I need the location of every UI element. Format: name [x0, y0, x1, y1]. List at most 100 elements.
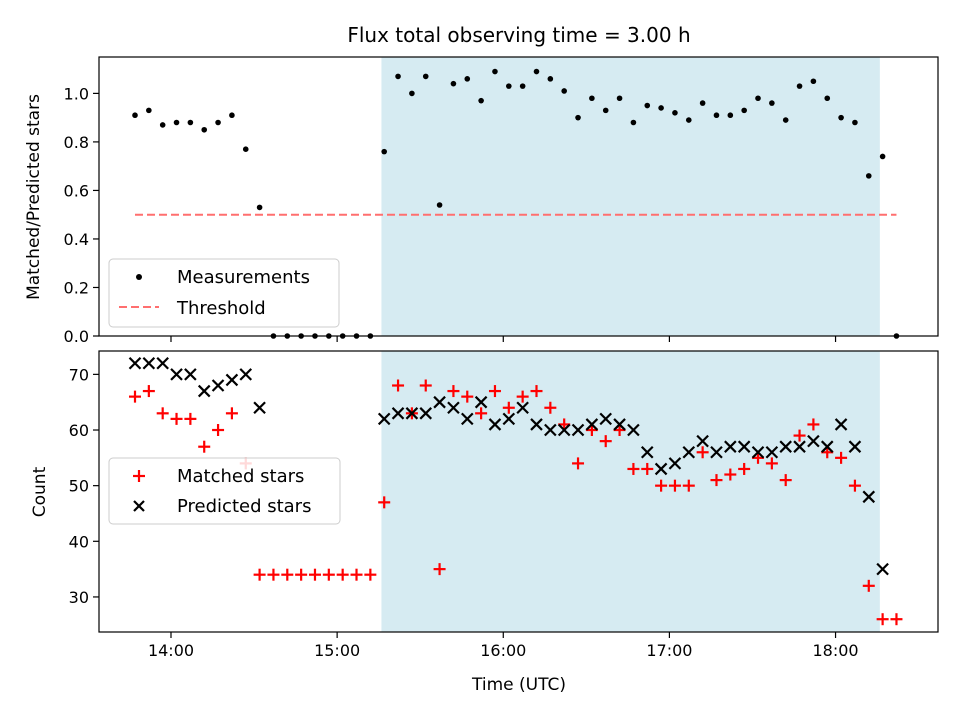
bottom-y-tick-label: 40 [69, 532, 89, 551]
predicted-star-point [184, 368, 197, 381]
predicted-star-point [502, 412, 516, 426]
measurement-point [381, 148, 388, 155]
matched-star-point [558, 418, 571, 431]
predicted-star-point [571, 423, 585, 437]
measurement-point [229, 112, 235, 119]
measurement-point [796, 83, 803, 89]
top-y-axis-label: Matched/Predicted stars [24, 94, 44, 300]
matched-star-point [281, 568, 294, 581]
x-tick-label: 18:00 [812, 641, 858, 660]
predicted-star-point [737, 440, 751, 453]
matched-star-point [890, 613, 903, 626]
matched-star-point [364, 568, 377, 581]
matched-star-point [572, 457, 585, 470]
top-y-tick-label: 0.2 [64, 278, 89, 297]
matched-star-point [668, 479, 681, 492]
predicted-star-point [834, 418, 848, 431]
bottom-legend-box [108, 457, 341, 525]
matched-star-point [142, 385, 155, 398]
measurement-point [215, 119, 221, 126]
matched-star-point [544, 401, 557, 414]
matched-star-point [876, 613, 889, 626]
measurement-point [132, 112, 138, 119]
predicted-stars-legend-marker [133, 500, 145, 512]
bottom-y-tick-label: 60 [69, 421, 89, 440]
top-y-tick-label: 1.0 [64, 84, 89, 103]
x-axis: 14:00 15:00 16:00 17:00 18:00 [148, 632, 859, 660]
matched-star-point [267, 568, 280, 581]
measurement-point [602, 107, 609, 114]
x-tick-label: 15:00 [314, 641, 360, 660]
measurement-point [644, 102, 651, 109]
matched-star-point [184, 412, 197, 425]
measurement-point [672, 110, 678, 116]
measurement-point [201, 126, 208, 133]
matched-star-point [682, 479, 695, 492]
matched-star-point [807, 418, 820, 431]
matched-star-point [350, 568, 363, 581]
predicted-star-point [197, 384, 211, 398]
predicted-star-point [544, 423, 557, 437]
matched-star-point [225, 407, 238, 420]
predicted-star-point [779, 440, 792, 453]
measurements-legend-label: Measurements [177, 267, 310, 288]
predicted-star-point [668, 457, 682, 470]
matched-star-point [488, 385, 501, 398]
matched-star-point [821, 446, 834, 459]
predicted-star-point [876, 562, 889, 576]
bottom-panel: 30 40 50 60 70 14:00 15:00 16:00 17:00 18:00 Cou… [30, 350, 939, 695]
measurement-point [575, 114, 581, 121]
matched-stars-legend-marker [133, 470, 145, 482]
predicted-star-point [654, 462, 668, 476]
predicted-star-point [516, 401, 529, 415]
matched-star-point [212, 424, 225, 437]
predicted-star-point [433, 395, 446, 409]
measurement-point [547, 76, 554, 82]
measurement-point [824, 95, 831, 102]
measurement-point [506, 83, 512, 89]
bottom-plot-frame [98, 350, 939, 633]
predicted-star-point [474, 395, 488, 409]
measurement-point [436, 202, 443, 208]
matched-star-point [322, 568, 335, 581]
bottom-observing-window [381, 351, 880, 632]
bottom-y-tick-label: 70 [69, 365, 89, 384]
predicted-star-point [682, 445, 696, 459]
matched-star-point [128, 390, 141, 403]
predicted-star-point [225, 373, 239, 387]
chart-title: Flux total observing time = 3.00 h [347, 23, 690, 47]
matched-star-point [641, 462, 654, 475]
measurement-point [741, 107, 747, 114]
matched-star-point [156, 407, 169, 420]
matched-stars-points [128, 379, 903, 626]
matched-star-point [752, 451, 765, 464]
measurement-point [782, 117, 789, 123]
matched-star-point [433, 563, 446, 576]
matched-star-point [779, 474, 792, 487]
measurements-legend-marker [136, 274, 142, 280]
predicted-star-point [239, 368, 253, 381]
bottom-legend: Matched stars Predicted stars [108, 457, 341, 525]
matched-star-point [585, 424, 598, 437]
matched-star-point [170, 412, 183, 425]
top-x-tick-marks [170, 336, 837, 342]
measurement-point [685, 117, 692, 123]
top-y-tick-label: 0.0 [64, 327, 89, 346]
predicted-star-point [377, 412, 391, 426]
predicted-stars-points [128, 356, 889, 576]
predicted-star-point [419, 407, 433, 420]
measurement-point [478, 97, 484, 104]
top-y-axis: 0.0 0.2 0.4 0.6 0.8 1.0 [64, 84, 99, 346]
matched-star-point [447, 385, 460, 398]
measurement-point [865, 173, 872, 179]
measurement-point [589, 95, 595, 102]
measurement-point [187, 119, 194, 126]
matched-star-point [835, 451, 848, 464]
top-legend-box [108, 258, 340, 328]
measurement-point [464, 76, 471, 82]
matched-star-point [710, 474, 723, 487]
matched-star-point [336, 568, 349, 581]
matched-star-point [475, 407, 488, 420]
predicted-star-point [156, 356, 169, 370]
